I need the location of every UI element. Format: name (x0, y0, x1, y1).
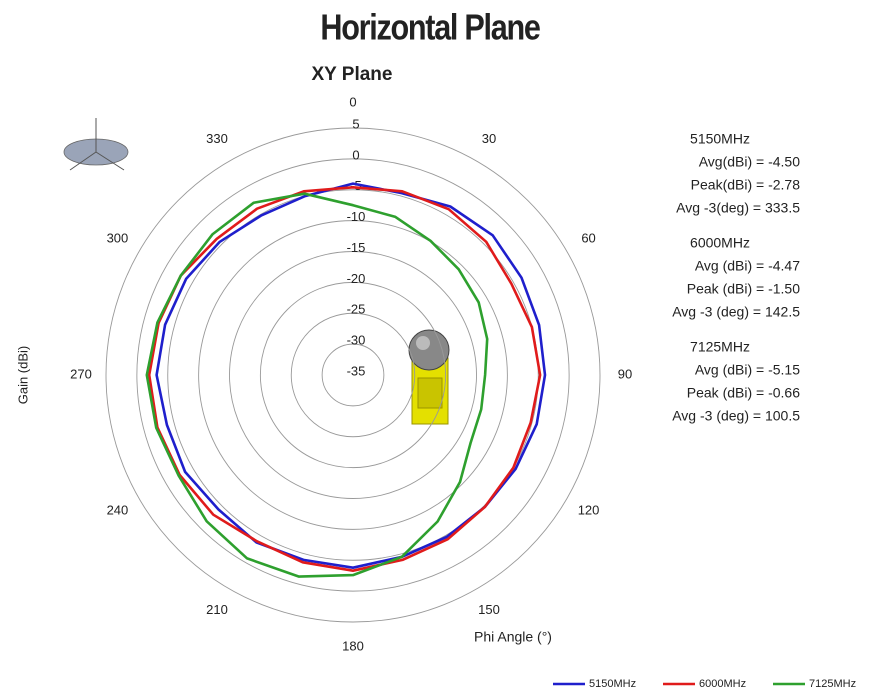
legend-label: 7125MHz (809, 678, 856, 690)
annotation-line: Avg(dBi) = -4.50 (699, 154, 801, 170)
r-tick-label: -25 (347, 302, 366, 317)
theta-tick-label: 60 (581, 230, 595, 245)
theta-tick-label: 180 (342, 638, 364, 653)
chart-subtitle: XY Plane (312, 64, 393, 85)
theta-tick-label: 330 (206, 131, 228, 146)
theta-tick-label: 90 (618, 366, 632, 381)
grid-circle (290, 312, 416, 438)
theta-tick-label: 0 (349, 94, 356, 109)
theta-tick-label: 270 (70, 366, 92, 381)
grid-circle (167, 189, 539, 561)
r-tick-label: 5 (352, 116, 359, 131)
theta-tick-label: 210 (206, 602, 228, 617)
r-tick-label: 0 (352, 147, 359, 162)
annotation-title: 5150MHz (690, 131, 750, 147)
r-tick-label: -5 (350, 178, 362, 193)
r-tick-label: -35 (347, 363, 366, 378)
antenna-image (408, 329, 450, 425)
r-tick-label: -20 (347, 271, 366, 286)
theta-tick-label: 240 (107, 502, 129, 517)
annotation-line: Peak (dBi) = -1.50 (687, 281, 800, 297)
r-tick-label: -10 (347, 209, 366, 224)
r-tick-label: -15 (347, 240, 366, 255)
legend-label: 5150MHz (589, 678, 636, 690)
grid (105, 127, 601, 623)
theta-tick-label: 300 (107, 230, 129, 245)
chart-title: Horizontal Plane (320, 8, 540, 48)
series-line (145, 192, 489, 578)
grid-circle (229, 251, 477, 499)
series-line (155, 182, 547, 569)
grid-circle (259, 281, 447, 469)
annotation-line: Avg (dBi) = -4.47 (695, 258, 800, 274)
r-tick-label: -30 (347, 333, 366, 348)
annotation-title: 6000MHz (690, 235, 750, 251)
theta-tick-label: 30 (482, 131, 496, 146)
grid-circle (198, 220, 508, 530)
annotation-line: Avg (dBi) = -5.15 (695, 362, 800, 378)
theta-axis-label: Phi Angle (°) (474, 629, 552, 645)
annotation-line: Avg -3 (deg) = 142.5 (672, 304, 800, 320)
grid-circle (105, 127, 601, 623)
legend-label: 6000MHz (699, 678, 746, 690)
annotation-line: Peak (dBi) = -0.66 (687, 385, 800, 401)
series-line (147, 186, 542, 572)
theta-tick-label: 150 (478, 602, 500, 617)
annotation-title: 7125MHz (690, 339, 750, 355)
annotation-line: Peak(dBi) = -2.78 (691, 177, 801, 193)
r-axis-label: Gain (dBi) (15, 346, 30, 405)
theta-tick-label: 120 (578, 502, 600, 517)
axes-icon (63, 118, 129, 171)
grid-circle (321, 343, 385, 407)
grid-circle (136, 158, 570, 592)
annotation-line: Avg -3 (deg) = 100.5 (672, 408, 800, 424)
annotation-line: Avg -3(deg) = 333.5 (676, 200, 800, 216)
